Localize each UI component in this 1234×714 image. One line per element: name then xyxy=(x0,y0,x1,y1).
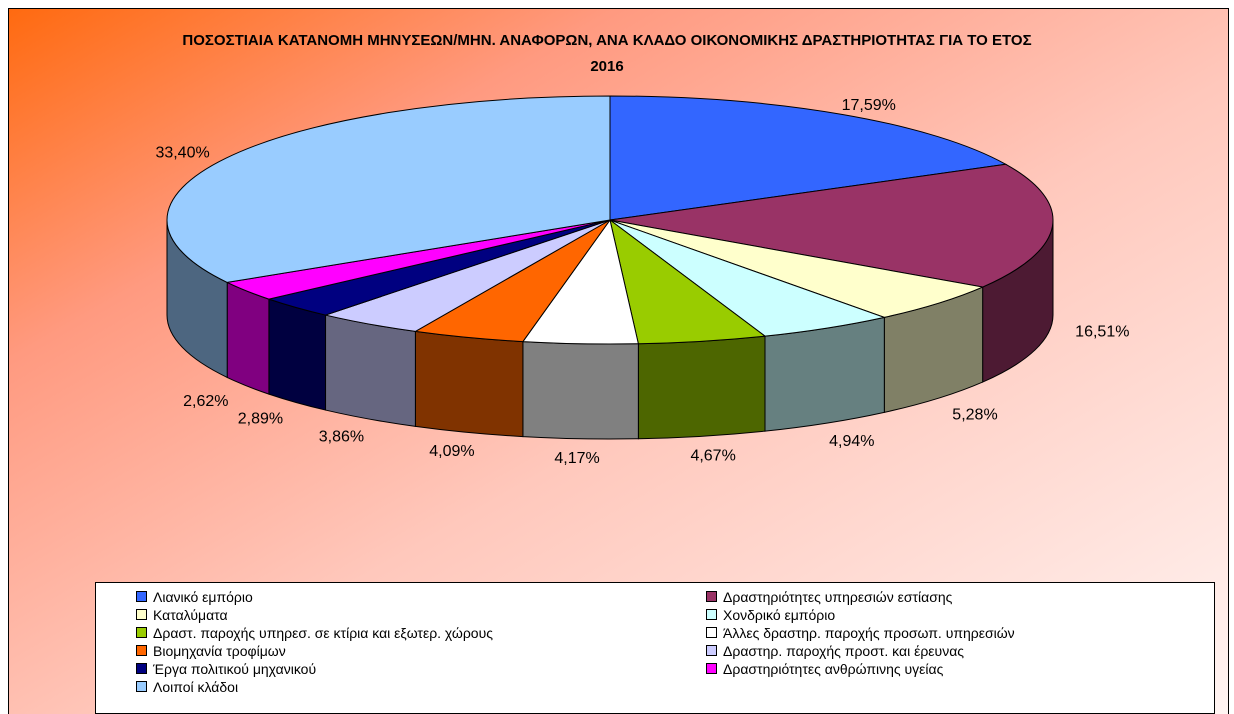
legend-label: Δραστηριότητες ανθρώπινης υγείας xyxy=(723,661,944,677)
data-label: 4,94% xyxy=(829,433,874,450)
slice xyxy=(609,95,1008,221)
legend-item: Δραστηριότητες ανθρώπινης υγείας xyxy=(706,661,943,677)
data-label: 5,28% xyxy=(952,406,997,423)
slice xyxy=(166,95,611,283)
data-label: 4,67% xyxy=(690,447,735,464)
slice-side xyxy=(226,281,270,395)
legend-swatch xyxy=(136,609,147,620)
data-label: 4,17% xyxy=(554,450,599,467)
slice xyxy=(609,163,1054,288)
chart-title: ΠΟΣΟΣΤΙΑΙΑ ΚΑΤΑΝΟΜΗ ΜΗΝΥΣΕΩΝ/ΜΗΝ. ΑΝΑΦΟΡ… xyxy=(182,32,1032,75)
legend-label: Καταλύματα xyxy=(153,607,228,623)
legend-item: Βιομηχανία τροφίμων xyxy=(136,643,286,659)
legend-swatch xyxy=(706,645,717,656)
legend-swatch xyxy=(706,627,717,638)
data-label: 33,40% xyxy=(155,144,209,161)
legend-label: Έργα πολιτικού μηχανικού xyxy=(153,661,317,677)
data-label: 2,89% xyxy=(238,411,283,428)
legend-swatch xyxy=(136,681,147,692)
legend-swatch xyxy=(136,645,147,656)
legend-item: Δραστηρ. παροχής προστ. και έρευνας xyxy=(706,643,964,659)
legend-swatch xyxy=(706,663,717,674)
slice-side xyxy=(637,335,766,440)
legend: Λιανικό εμπόριο Δραστηριότητες υπηρεσιών … xyxy=(95,582,1215,714)
legend-label: Δραστηρ. παροχής προστ. και έρευνας xyxy=(723,643,965,659)
legend-label: Άλλες δραστηρ. παροχής προσωπ. υπηρεσιών xyxy=(723,625,1015,641)
data-label: 4,09% xyxy=(429,443,474,460)
data-label: 3,86% xyxy=(319,429,364,446)
legend-item: Δραστηριότητες υπηρεσιών εστίασης xyxy=(706,589,952,605)
legend-item: Λιανικό εμπόριο xyxy=(136,589,253,605)
data-label: 17,59% xyxy=(842,97,896,114)
legend-swatch xyxy=(136,627,147,638)
slice-side xyxy=(325,314,416,427)
legend-swatch xyxy=(136,663,147,674)
legend-item: Έργα πολιτικού μηχανικού xyxy=(136,661,316,677)
legend-label: Βιομηχανία τροφίμων xyxy=(153,643,286,659)
legend-label: Χονδρικό εμπόριο xyxy=(723,607,836,623)
slice-side xyxy=(268,298,327,411)
legend-label: Δραστηριότητες υπηρεσιών εστίασης xyxy=(723,589,953,605)
legend-label: Λιανικό εμπόριο xyxy=(153,589,253,605)
slice-side xyxy=(414,330,524,438)
slice-side xyxy=(522,341,639,440)
legend-label: Δραστ. παροχής υπηρεσ. σε κτίρια και εξω… xyxy=(153,625,493,641)
legend-item: Χονδρικό εμπόριο xyxy=(706,607,835,623)
legend-item: Δραστ. παροχής υπηρεσ. σε κτίρια και εξω… xyxy=(136,625,493,641)
slice xyxy=(609,219,985,318)
data-label: 16,51% xyxy=(1075,323,1129,340)
legend-item: Άλλες δραστηρ. παροχής προσωπ. υπηρεσιών xyxy=(706,625,1015,641)
legend-item: Λοιποί κλάδοι xyxy=(136,679,238,695)
legend-item: Καταλύματα xyxy=(136,607,228,623)
legend-swatch xyxy=(706,609,717,620)
data-label: 2,62% xyxy=(183,393,228,410)
legend-swatch xyxy=(706,591,717,602)
legend-label: Λοιποί κλάδοι xyxy=(153,679,239,695)
legend-swatch xyxy=(136,591,147,602)
